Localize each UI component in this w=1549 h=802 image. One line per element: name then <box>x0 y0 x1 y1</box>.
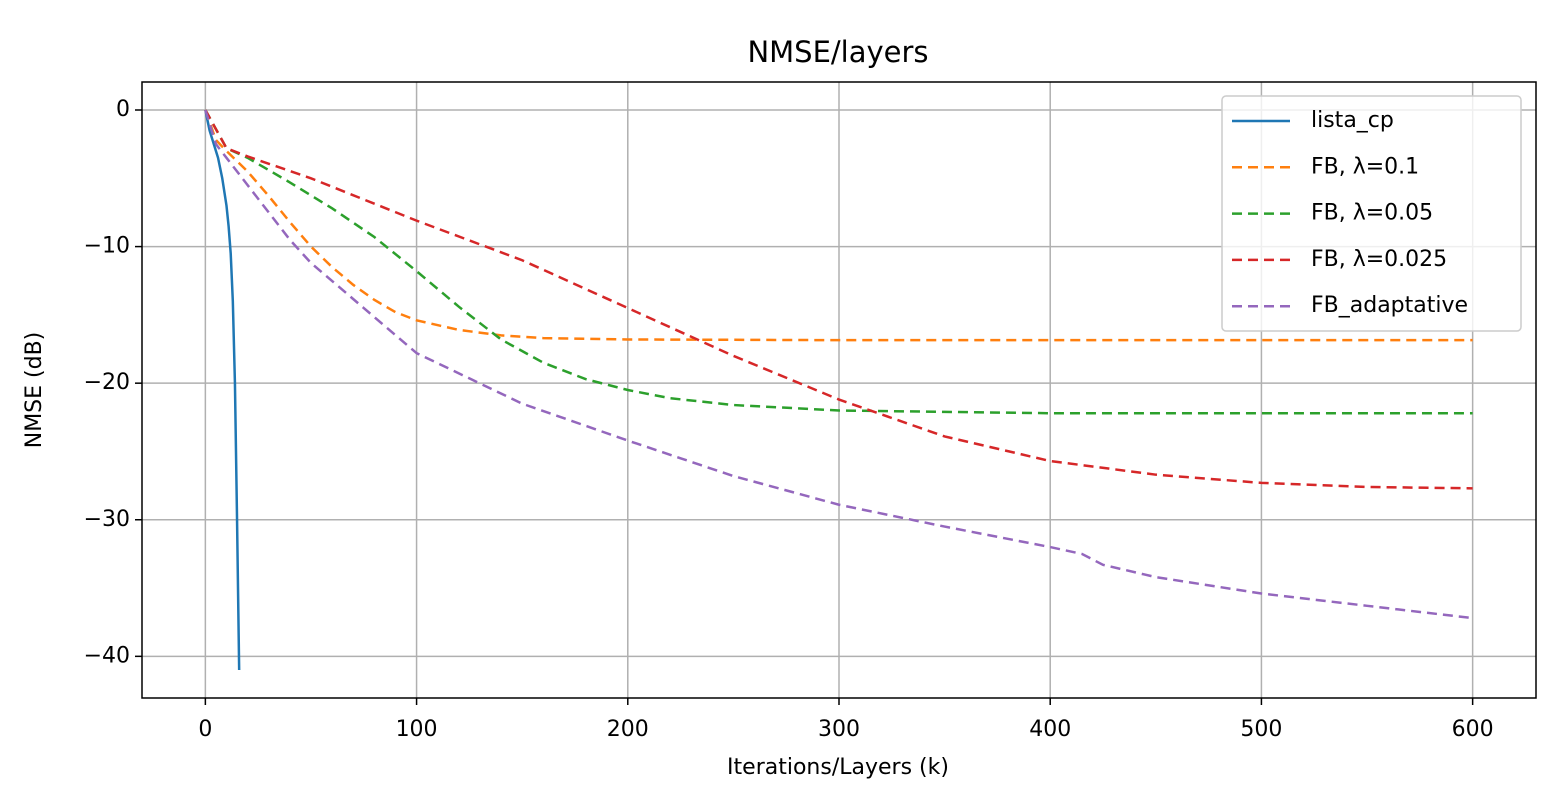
x-tick-label: 400 <box>1029 717 1071 742</box>
data-line <box>204 109 1473 490</box>
y-tick-label: −10 <box>84 234 130 259</box>
y-tick-label: −20 <box>84 370 130 395</box>
legend-label: FB_adaptative <box>1311 293 1468 318</box>
plot-frame <box>141 81 1537 699</box>
x-tick-label: 0 <box>198 717 212 742</box>
legend: lista_cp FB, λ=0.1 FB, λ=0.05 FB, λ=0.025 FB… <box>1221 95 1522 332</box>
x-tick-label: 200 <box>607 717 649 742</box>
y-tick-label: −40 <box>84 643 130 668</box>
x-tick-label: 300 <box>818 717 860 742</box>
y-axis-label: NMSE (dB) <box>22 332 47 449</box>
data-line <box>204 109 1473 620</box>
x-axis-label: Iterations/Layers (k) <box>727 755 949 780</box>
legend-label: lista_cp <box>1311 108 1394 133</box>
legend-label: FB, λ=0.1 <box>1311 154 1419 179</box>
chart-title: NMSE/layers <box>747 35 928 69</box>
data-line <box>204 109 241 671</box>
legend-label: FB, λ=0.05 <box>1311 201 1433 226</box>
x-tick-label: 500 <box>1240 717 1282 742</box>
y-tick-label: 0 <box>116 97 130 122</box>
legend-label: FB, λ=0.025 <box>1311 247 1447 272</box>
y-tick-label: −30 <box>84 507 130 532</box>
legend-box <box>1221 95 1522 332</box>
data-line <box>204 109 1473 415</box>
data-line <box>204 109 1473 342</box>
x-tick-label: 100 <box>396 717 438 742</box>
x-tick-label: 600 <box>1452 717 1494 742</box>
